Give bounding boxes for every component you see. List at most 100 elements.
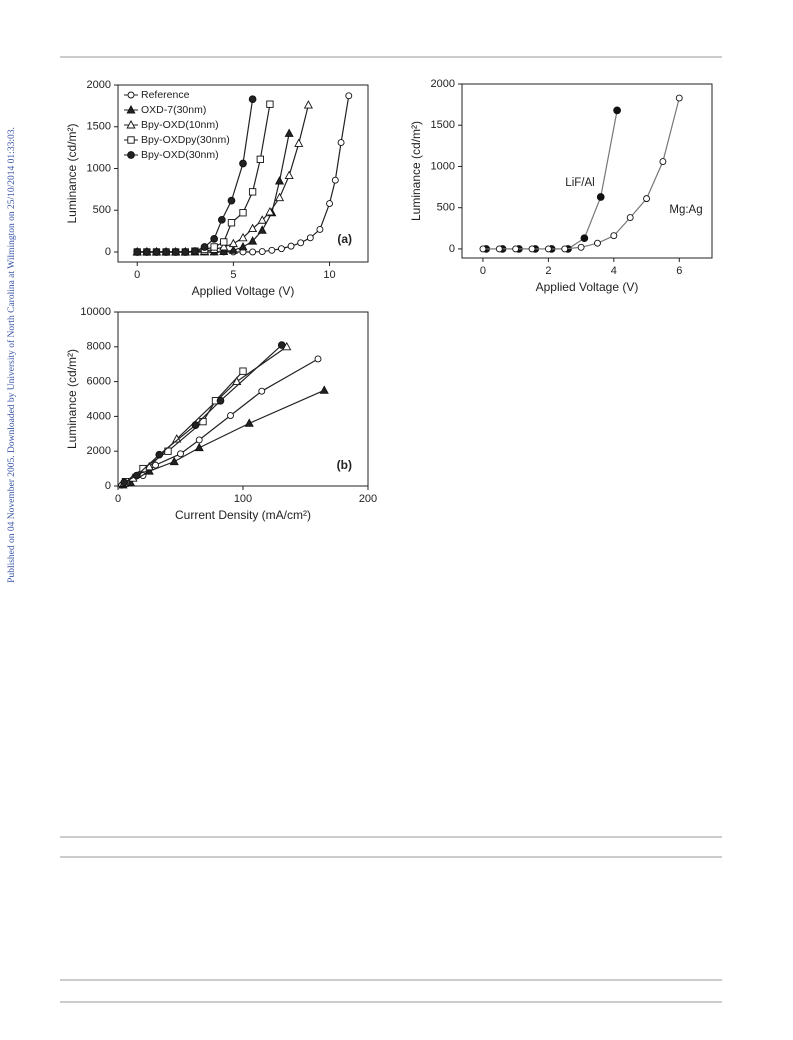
x-tick-label: 4 xyxy=(611,265,617,277)
marker xyxy=(294,138,304,147)
marker xyxy=(278,245,285,253)
marker xyxy=(232,376,242,386)
y-axis-label: Luminance (cd/m²) xyxy=(65,349,79,449)
marker xyxy=(120,478,129,487)
marker xyxy=(528,245,536,253)
series-line xyxy=(486,110,618,250)
y-tick-label: 1000 xyxy=(87,162,111,174)
y-tick-label: 4000 xyxy=(87,410,111,422)
y-tick-label: 0 xyxy=(105,480,111,492)
marker xyxy=(495,245,503,253)
legend-label: Bpy-OXDpy(30nm) xyxy=(141,134,230,146)
x-tick-label: 5 xyxy=(230,269,236,281)
marker xyxy=(284,170,294,180)
y-tick-label: 2000 xyxy=(87,445,111,457)
marker xyxy=(258,248,266,256)
marker xyxy=(169,456,179,466)
marker xyxy=(248,223,258,233)
marker xyxy=(257,215,267,224)
marker xyxy=(249,248,257,256)
chart: 0 5 10 0 500 1000 1500 2000 Applied Voltage (V) L… xyxy=(65,79,369,298)
marker xyxy=(258,387,266,395)
legend-label: OXD-7(30nm) xyxy=(141,104,206,116)
marker xyxy=(200,243,209,251)
legend-label: Bpy-OXD(10nm) xyxy=(141,119,219,131)
x-tick-label: 200 xyxy=(359,493,377,505)
series-line xyxy=(482,97,680,250)
marker xyxy=(306,234,314,242)
series-label: LiF/Al xyxy=(565,177,594,189)
marker xyxy=(613,106,621,115)
y-tick-label: 1000 xyxy=(431,160,455,172)
y-tick-label: 1500 xyxy=(431,119,455,131)
y-tick-label: 2000 xyxy=(87,79,111,91)
marker xyxy=(561,245,569,253)
marker xyxy=(227,412,234,419)
marker xyxy=(268,246,276,254)
legend-label: Bpy-OXD(30nm) xyxy=(141,149,219,161)
marker xyxy=(238,242,248,251)
x-tick-label: 0 xyxy=(134,269,140,281)
plot-frame xyxy=(461,83,713,259)
marker xyxy=(331,176,339,184)
marker xyxy=(256,155,264,163)
annotation: (b) xyxy=(337,458,352,472)
marker xyxy=(219,246,229,256)
x-tick-label: 6 xyxy=(676,265,682,277)
marker xyxy=(210,243,218,251)
marker xyxy=(239,209,247,217)
y-axis-label: Luminance (cd/m²) xyxy=(409,121,423,221)
plot-frame xyxy=(117,84,369,263)
marker xyxy=(239,367,247,375)
marker xyxy=(626,214,634,222)
y-tick-label: 8000 xyxy=(87,341,111,353)
x-axis-label: Applied Voltage (V) xyxy=(192,284,295,298)
marker xyxy=(132,471,141,480)
marker xyxy=(227,219,236,227)
marker xyxy=(227,196,236,205)
marker xyxy=(266,100,274,108)
marker xyxy=(314,355,322,363)
marker xyxy=(248,95,257,104)
marker xyxy=(181,248,190,256)
marker xyxy=(195,436,203,444)
side-note: Published on 04 November 2005. Downloade… xyxy=(6,127,17,583)
marker xyxy=(144,466,154,475)
chart: 0 2 4 6 0 500 1000 1500 2000 Applied Voltage (V) L… xyxy=(409,78,713,294)
x-tick-label: 2 xyxy=(545,265,551,277)
legend-marker xyxy=(127,136,135,144)
marker xyxy=(319,385,329,394)
marker xyxy=(216,396,225,405)
marker xyxy=(337,139,345,147)
marker xyxy=(274,176,285,185)
x-tick-label: 0 xyxy=(480,265,486,277)
marker xyxy=(659,158,667,165)
series-label: Mg:Ag xyxy=(669,204,702,216)
x-tick-label: 100 xyxy=(234,493,252,505)
annotation: (a) xyxy=(337,232,352,246)
marker xyxy=(594,239,601,247)
marker xyxy=(297,239,305,247)
marker xyxy=(244,418,254,427)
marker xyxy=(219,242,229,251)
marker xyxy=(155,450,164,459)
marker xyxy=(171,248,180,256)
marker xyxy=(152,461,159,469)
marker xyxy=(326,200,333,208)
x-axis-label: Applied Voltage (V) xyxy=(536,280,639,294)
marker xyxy=(177,450,184,458)
marker xyxy=(228,238,238,248)
marker xyxy=(303,100,313,109)
marker xyxy=(577,243,585,251)
y-tick-label: 1500 xyxy=(87,121,111,133)
legend-marker xyxy=(127,151,135,159)
marker xyxy=(257,225,267,234)
y-tick-label: 2000 xyxy=(431,78,455,90)
y-tick-label: 10000 xyxy=(80,306,111,318)
y-tick-label: 6000 xyxy=(87,376,111,388)
marker xyxy=(512,245,520,253)
marker xyxy=(580,234,589,243)
legend-label: Reference xyxy=(141,89,190,101)
